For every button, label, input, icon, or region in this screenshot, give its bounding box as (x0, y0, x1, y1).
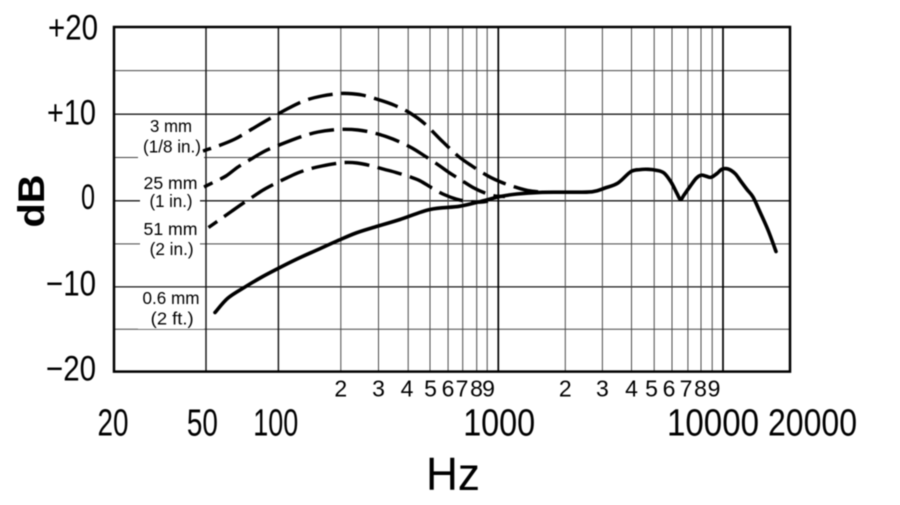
svg-text:5: 5 (424, 376, 437, 402)
svg-text:25 mm: 25 mm (144, 173, 198, 193)
svg-text:(2 ft.): (2 ft.) (151, 308, 194, 328)
svg-text:100: 100 (253, 403, 298, 445)
svg-text:20: 20 (98, 403, 129, 445)
svg-text:6: 6 (442, 376, 455, 402)
svg-text:+10: +10 (47, 94, 96, 133)
svg-text:9: 9 (482, 376, 495, 402)
svg-text:(2 in.): (2 in.) (150, 239, 194, 259)
svg-text:7: 7 (680, 376, 693, 402)
svg-text:(1 in.): (1 in.) (150, 191, 193, 211)
svg-text:−20: −20 (46, 350, 96, 389)
svg-text:0: 0 (81, 178, 95, 217)
svg-text:8: 8 (470, 376, 483, 402)
svg-text:(1/8 in.): (1/8 in.) (143, 137, 201, 157)
svg-text:51 mm: 51 mm (144, 219, 198, 239)
svg-text:10000: 10000 (667, 403, 759, 445)
svg-text:4: 4 (401, 376, 414, 402)
svg-text:2: 2 (559, 376, 572, 402)
svg-text:+20: +20 (48, 9, 98, 48)
svg-text:6: 6 (663, 376, 676, 402)
svg-text:5: 5 (645, 376, 658, 402)
svg-text:8: 8 (694, 376, 707, 402)
svg-text:Hz: Hz (426, 448, 480, 500)
svg-text:7: 7 (456, 376, 469, 402)
svg-text:−10: −10 (46, 264, 96, 303)
svg-text:3 mm: 3 mm (150, 116, 192, 136)
svg-text:3: 3 (372, 376, 385, 402)
svg-text:0.6 mm: 0.6 mm (143, 288, 200, 308)
svg-text:1000: 1000 (463, 403, 535, 445)
svg-text:dB: dB (11, 175, 52, 228)
svg-text:3: 3 (596, 376, 609, 402)
svg-text:50: 50 (187, 403, 218, 445)
svg-text:9: 9 (708, 376, 721, 402)
svg-text:20000: 20000 (768, 403, 857, 445)
svg-text:4: 4 (625, 376, 638, 402)
svg-text:2: 2 (334, 376, 347, 402)
